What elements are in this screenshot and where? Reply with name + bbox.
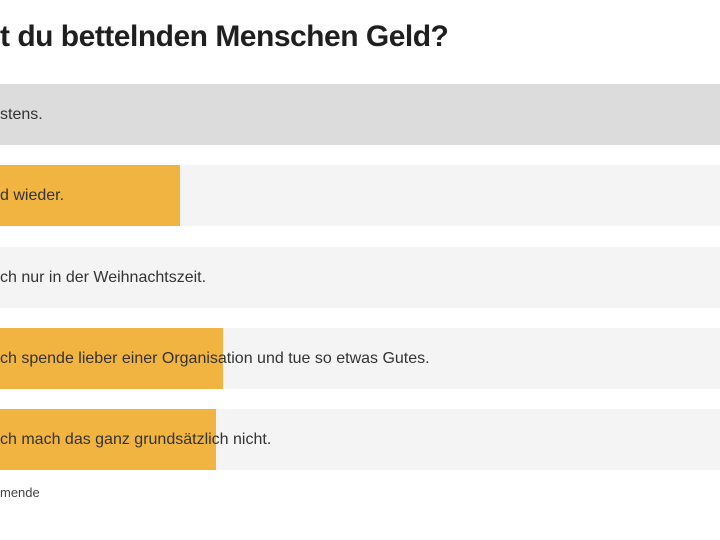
result-bar xyxy=(0,328,224,389)
result-bar xyxy=(0,165,180,226)
option-label: ch spende lieber einer Organisation und … xyxy=(0,350,430,367)
poll-option-4[interactable]: ch spende lieber einer Organisation und … xyxy=(0,328,720,389)
participants-count: mende xyxy=(0,485,40,500)
option-label: ch nur in der Weihnachtszeit. xyxy=(0,269,207,286)
poll-question: t du bettelnden Menschen Geld? xyxy=(0,20,449,53)
poll-option-3[interactable]: ch nur in der Weihnachtszeit. xyxy=(0,247,720,308)
option-label: d wieder. xyxy=(0,187,65,204)
poll-option-5[interactable]: ch mach das ganz grundsätzlich nicht. xyxy=(0,409,720,470)
option-label: stens. xyxy=(0,106,43,123)
result-bar xyxy=(0,409,216,470)
poll-option-2[interactable]: d wieder. xyxy=(0,165,720,226)
poll-option-1[interactable]: stens. xyxy=(0,84,720,145)
option-label: ch mach das ganz grundsätzlich nicht. xyxy=(0,431,272,448)
